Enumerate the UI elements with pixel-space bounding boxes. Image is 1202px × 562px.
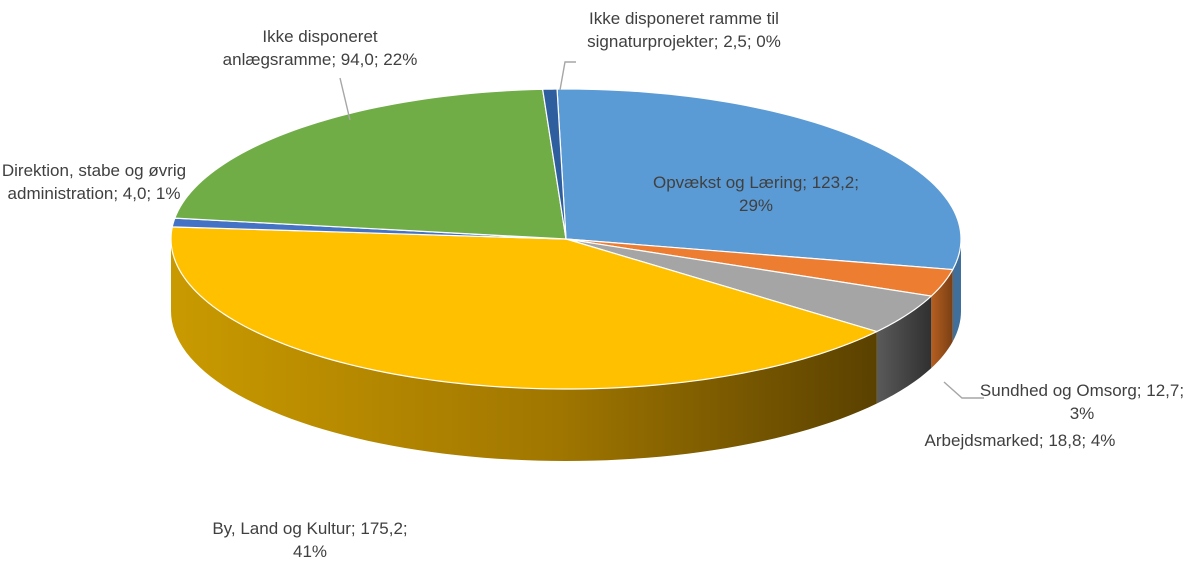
label-direktion-line1: Direktion, stabe og øvrig (2, 161, 186, 180)
label-sundhed-line1: Sundhed og Omsorg; 12,7; (980, 381, 1184, 400)
label-by-land-kultur-line1: By, Land og Kultur; 175,2; (212, 519, 407, 538)
slice-anlaegsramme (174, 88, 567, 240)
slice-side-arbejdsmarked (876, 296, 932, 404)
leader-sundhed (943, 381, 984, 399)
label-direktion-line2: administration; 4,0; 1% (8, 184, 181, 203)
pie-top-faces (170, 88, 962, 390)
leader-anlaegsramme (339, 77, 351, 121)
label-anlaegsramme-line1: Ikke disponeret (262, 27, 378, 46)
label-signatur-line1: Ikke disponeret ramme til (589, 9, 779, 28)
data-labels: Opvækst og Læring; 123,2; 29% Sundhed og… (2, 9, 1184, 561)
slice-signatur (542, 88, 567, 240)
slice-side-opvaekst (952, 239, 961, 342)
slice-arbejdsmarked (565, 238, 932, 333)
slice-side-by-land-kultur (171, 239, 877, 461)
leader-signatur (559, 61, 576, 91)
slice-side-sundhed (931, 269, 953, 369)
slice-opvaekst (556, 88, 962, 271)
label-anlaegsramme-line2: anlægsramme; 94,0; 22% (223, 50, 418, 69)
pie-side-faces (171, 239, 961, 461)
leader-lines (339, 61, 984, 399)
slice-sundhed (565, 238, 954, 297)
label-arbejdsmarked: Arbejdsmarked; 18,8; 4% (925, 431, 1116, 450)
label-opvaekst-line2: 29% (739, 196, 773, 215)
label-opvaekst-line1: Opvækst og Læring; 123,2; (653, 173, 859, 192)
label-sundhed-line2: 3% (1070, 404, 1095, 423)
label-signatur-line2: signaturprojekter; 2,5; 0% (587, 32, 781, 51)
slice-by-land-kultur (170, 226, 878, 390)
label-by-land-kultur-line2: 41% (293, 542, 327, 561)
